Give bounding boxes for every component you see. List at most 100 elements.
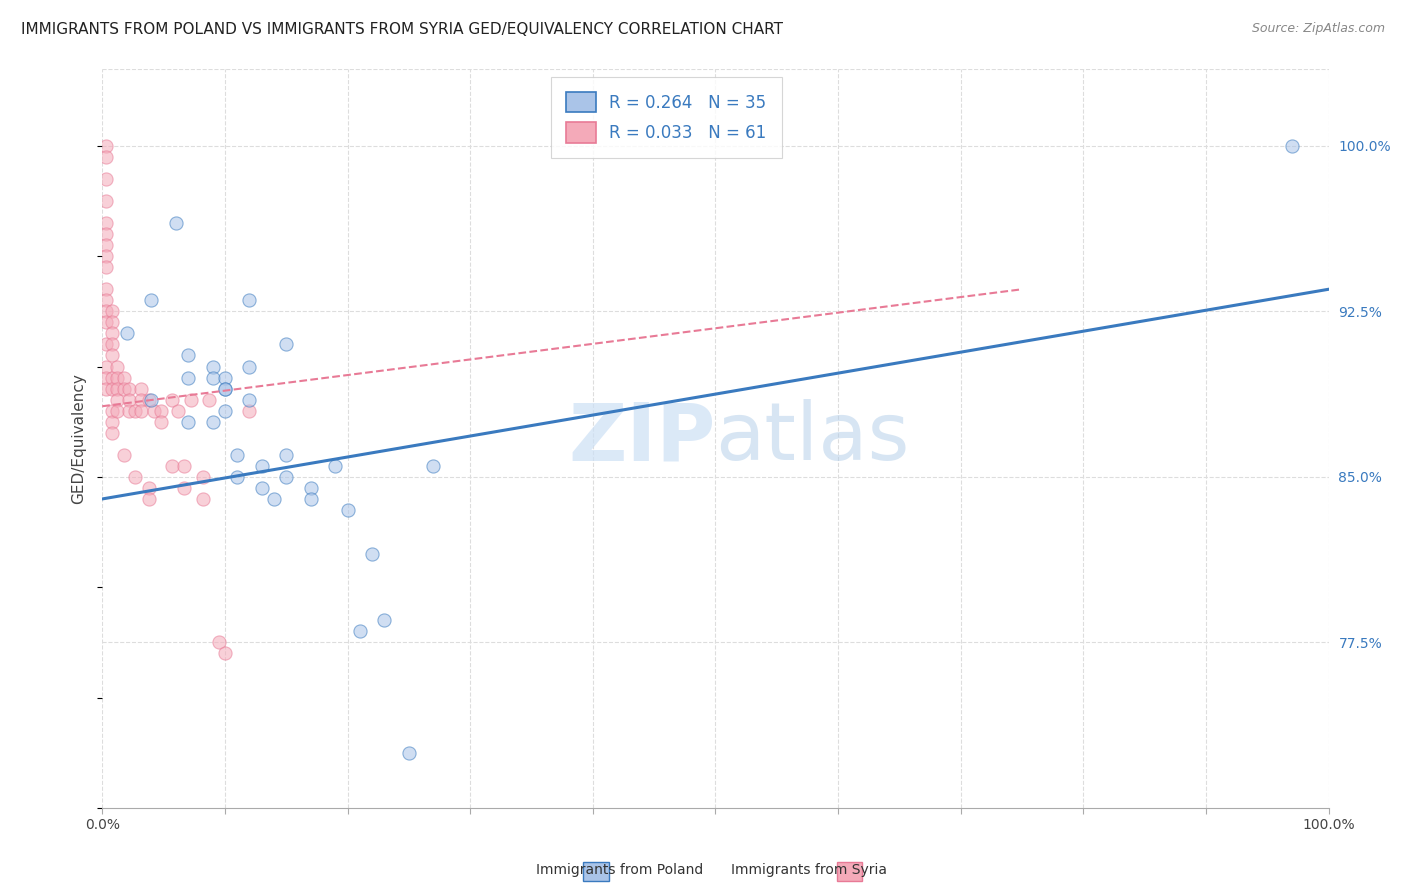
Point [94, 359, 117, 374]
Point [118, 403, 141, 417]
Point [101, 349, 124, 363]
Point [101, 370, 124, 384]
Point [131, 403, 153, 417]
Point [141, 392, 163, 407]
Point [138, 491, 160, 506]
Point [101, 382, 124, 396]
Point [141, 293, 163, 308]
Point [214, 403, 236, 417]
Point [118, 392, 141, 407]
Point [138, 392, 160, 407]
Point [214, 382, 236, 396]
Point [105, 403, 128, 417]
Point [201, 370, 224, 384]
Point [94, 293, 117, 308]
Point [198, 392, 221, 407]
Text: Immigrants from Poland: Immigrants from Poland [536, 863, 703, 877]
Point [150, 403, 173, 417]
Point [299, 491, 322, 506]
Point [94, 138, 117, 153]
Point [94, 216, 117, 230]
Point [101, 337, 124, 351]
Text: Source: ZipAtlas.com: Source: ZipAtlas.com [1251, 22, 1385, 36]
Point [323, 458, 346, 473]
Text: ZIP: ZIP [568, 400, 716, 477]
Point [94, 172, 117, 186]
Point [180, 392, 202, 407]
Point [105, 382, 128, 396]
Point [422, 458, 444, 473]
Point [173, 458, 195, 473]
Point [94, 315, 117, 329]
Point [105, 370, 128, 384]
Point [101, 403, 124, 417]
Point [112, 448, 135, 462]
Point [160, 458, 183, 473]
Point [131, 382, 153, 396]
Point [94, 227, 117, 241]
Point [177, 415, 200, 429]
Point [115, 326, 138, 341]
Point [101, 326, 124, 341]
Point [112, 382, 135, 396]
Point [238, 359, 260, 374]
Point [112, 370, 135, 384]
Point [208, 635, 231, 649]
Point [276, 470, 298, 484]
Point [94, 382, 117, 396]
Point [94, 304, 117, 318]
Point [124, 403, 146, 417]
Point [142, 403, 165, 417]
Point [349, 624, 371, 639]
Point [263, 491, 285, 506]
Point [214, 370, 236, 384]
Point [238, 392, 260, 407]
Point [214, 382, 236, 396]
Point [94, 282, 117, 296]
Text: Immigrants from Syria: Immigrants from Syria [731, 863, 887, 877]
Point [336, 503, 359, 517]
Point [1281, 138, 1303, 153]
Point [124, 470, 146, 484]
Point [398, 746, 420, 760]
Point [105, 392, 128, 407]
Point [201, 415, 224, 429]
Point [226, 470, 249, 484]
Point [94, 260, 117, 275]
Point [101, 415, 124, 429]
Y-axis label: GED/Equivalency: GED/Equivalency [72, 373, 86, 504]
Point [238, 293, 260, 308]
Point [238, 403, 260, 417]
Text: atlas: atlas [716, 400, 910, 477]
Point [165, 216, 187, 230]
Point [138, 481, 160, 495]
Point [101, 425, 124, 440]
Point [201, 359, 224, 374]
Text: IMMIGRANTS FROM POLAND VS IMMIGRANTS FROM SYRIA GED/EQUIVALENCY CORRELATION CHAR: IMMIGRANTS FROM POLAND VS IMMIGRANTS FRO… [21, 22, 783, 37]
Point [276, 448, 298, 462]
Point [94, 238, 117, 252]
Point [94, 150, 117, 164]
Point [150, 415, 173, 429]
Point [299, 481, 322, 495]
Point [94, 194, 117, 208]
Point [94, 337, 117, 351]
Point [131, 392, 153, 407]
Point [94, 249, 117, 263]
Point [373, 613, 395, 627]
Point [250, 458, 273, 473]
Point [177, 370, 200, 384]
Point [250, 481, 273, 495]
Point [214, 647, 236, 661]
Point [94, 370, 117, 384]
Point [118, 382, 141, 396]
Point [361, 547, 384, 561]
Point [101, 304, 124, 318]
Point [226, 448, 249, 462]
Legend: R = 0.264   N = 35, R = 0.033   N = 61: R = 0.264 N = 35, R = 0.033 N = 61 [551, 77, 782, 158]
Point [105, 359, 128, 374]
Point [167, 403, 190, 417]
Point [276, 337, 298, 351]
Point [177, 349, 200, 363]
Point [191, 470, 214, 484]
